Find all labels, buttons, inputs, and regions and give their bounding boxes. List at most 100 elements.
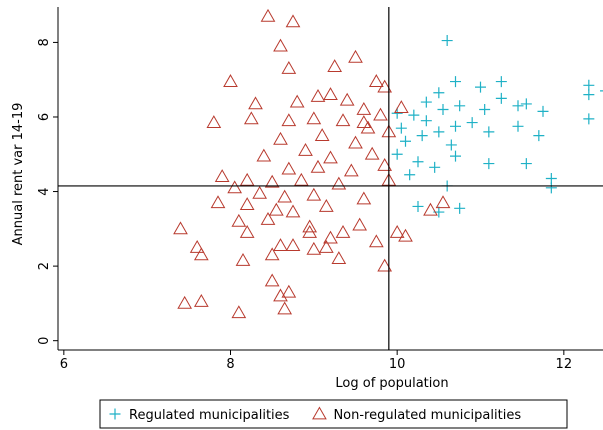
triangle-marker <box>260 8 276 22</box>
plus-marker <box>495 92 507 104</box>
plus-marker <box>454 100 466 112</box>
y-tick-label: 0 <box>37 337 52 345</box>
triangle-marker <box>285 14 301 28</box>
triangle-marker <box>293 172 309 186</box>
triangle-marker <box>214 169 230 183</box>
triangle-marker <box>252 185 268 199</box>
triangle-marker <box>239 197 255 210</box>
triangle-marker <box>310 88 326 102</box>
plus-marker <box>429 161 441 173</box>
triangle-marker <box>423 202 438 216</box>
triangle-marker <box>356 102 372 115</box>
triangle-marker <box>327 59 343 73</box>
triangle-marker <box>206 115 222 128</box>
plus-marker <box>420 115 432 127</box>
triangle-marker <box>298 143 313 156</box>
triangle-marker <box>306 241 322 255</box>
triangle-marker <box>264 247 280 261</box>
plus-marker <box>450 76 461 88</box>
triangle-marker <box>285 204 301 218</box>
triangle-marker <box>243 111 259 125</box>
plus-marker <box>512 120 524 132</box>
triangle-marker <box>177 295 193 309</box>
triangle-marker <box>323 87 338 100</box>
x-axis-title: Log of population <box>335 376 448 391</box>
plus-marker <box>395 122 407 134</box>
legend-label: Non-regulated municipalities <box>333 408 521 423</box>
triangle-marker <box>368 234 384 248</box>
triangle-marker <box>302 225 318 238</box>
triangle-marker <box>248 96 263 110</box>
triangle-marker <box>339 92 355 106</box>
triangle-marker <box>302 219 318 233</box>
triangle-marker <box>227 180 243 194</box>
triangle-marker <box>389 225 405 238</box>
triangle-marker <box>231 213 247 227</box>
triangle-marker <box>223 74 238 87</box>
triangle-marker <box>352 217 368 231</box>
plus-marker <box>441 35 453 47</box>
plus-marker <box>408 109 420 121</box>
triangle-marker <box>239 172 255 186</box>
plus-marker <box>404 169 416 181</box>
y-tick-label: 8 <box>37 38 52 46</box>
plus-marker <box>545 182 557 194</box>
plus-marker <box>583 89 595 101</box>
triangle-marker <box>281 284 297 298</box>
plus-marker <box>483 158 495 170</box>
plus-marker <box>533 130 545 142</box>
triangle-marker <box>256 148 272 162</box>
x-tick-label: 8 <box>226 357 234 372</box>
triangle-marker <box>435 195 451 209</box>
plus-marker <box>479 104 491 116</box>
triangle-marker <box>348 135 363 149</box>
triangle-marker <box>314 128 330 141</box>
plus-marker <box>412 156 424 168</box>
triangle-marker <box>318 198 334 212</box>
plus-marker <box>400 135 411 147</box>
triangle-marker <box>239 225 255 238</box>
plus-marker <box>450 120 461 132</box>
plus-marker <box>391 107 403 119</box>
triangle-marker <box>331 176 347 190</box>
x-tick-label: 12 <box>556 357 573 372</box>
triangle-marker <box>373 107 388 121</box>
triangle-marker <box>398 228 413 242</box>
plus-marker <box>466 117 478 129</box>
triangle-marker <box>173 221 188 235</box>
triangle-marker <box>285 238 301 251</box>
plus-marker <box>520 158 532 170</box>
plus-marker <box>583 79 595 91</box>
triangle-marker <box>331 251 347 265</box>
triangle-marker <box>356 115 372 128</box>
triangle-marker <box>306 187 322 201</box>
plus-marker <box>445 139 457 151</box>
triangle-marker <box>323 230 338 244</box>
plus-marker <box>475 81 486 93</box>
plus-marker <box>420 96 432 108</box>
legend: Regulated municipalities Non-regulated mu… <box>99 399 568 429</box>
y-tick-label: 4 <box>37 187 52 195</box>
x-tick-label: 10 <box>389 357 406 372</box>
triangle-marker <box>273 238 288 251</box>
plus-marker <box>109 408 121 420</box>
triangle-marker <box>193 247 209 261</box>
triangle-marker <box>260 212 276 225</box>
y-tick-label: 2 <box>37 262 52 270</box>
triangle-marker <box>281 61 297 74</box>
y-tick-label: 6 <box>37 113 52 121</box>
triangle-marker <box>393 100 409 114</box>
plus-marker <box>437 104 449 116</box>
triangle-marker <box>335 113 351 127</box>
triangle-marker <box>235 253 251 266</box>
plot-area <box>173 8 603 319</box>
plus-marker <box>545 173 557 184</box>
legend-box <box>99 399 568 429</box>
triangle-marker <box>343 163 359 177</box>
y-axis-title: Annual rent var 14-19 <box>11 103 26 246</box>
triangle-marker <box>310 159 326 173</box>
plus-marker <box>391 148 403 160</box>
triangle-marker <box>264 174 280 188</box>
plus-marker <box>520 98 532 110</box>
